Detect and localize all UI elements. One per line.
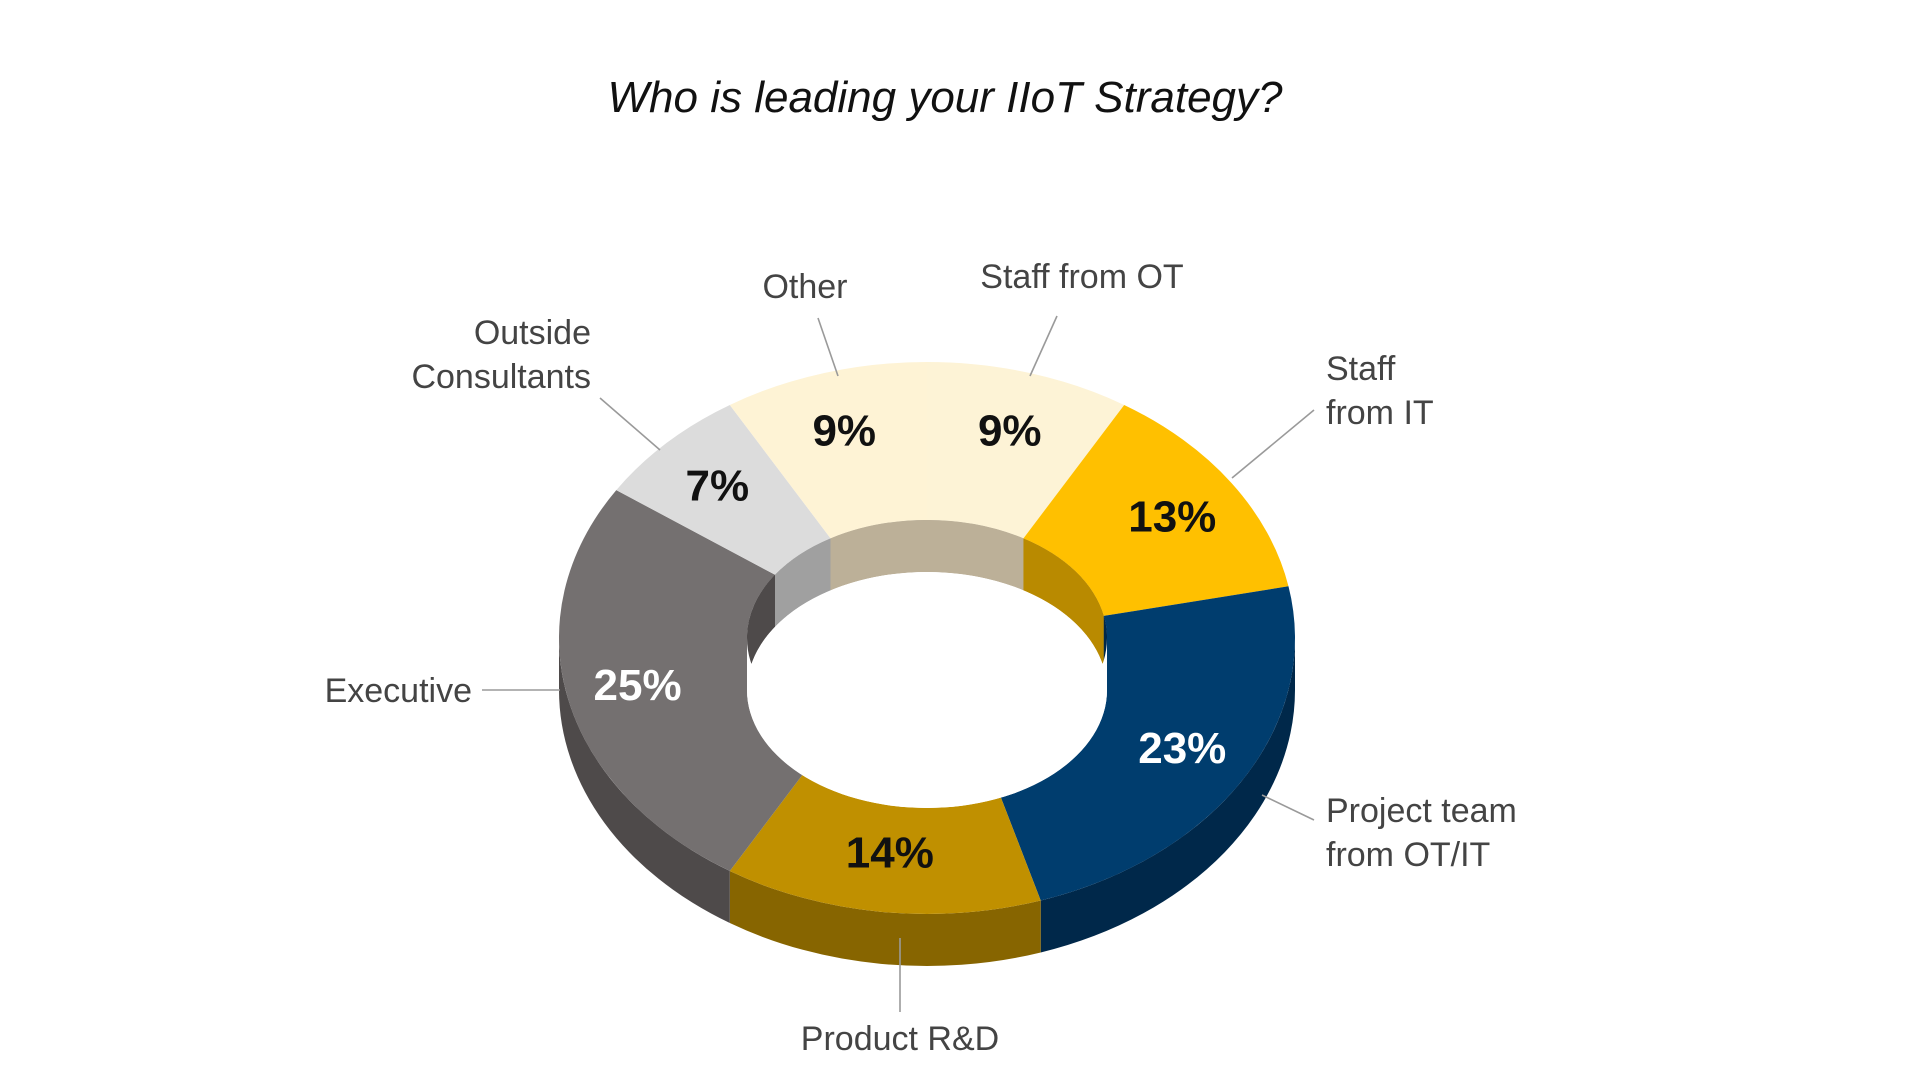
slice-staff-from-it [1023,404,1289,616]
slice-hole-wall-other [830,520,927,591]
slice-label-staff-from-it: Staff from IT [1326,350,1434,432]
leader-line-staff-from-ot [1029,315,1058,377]
pct-label-other: 9% [812,407,876,456]
slice-outside-consultants [616,404,831,575]
slice-hole-wall-outside-consultants [775,538,831,627]
pct-label-staff-from-ot: 9% [978,407,1042,456]
leader-line-staff-from-it [1231,409,1315,479]
labels-layer: 9% 13% 23% 14% 25% 7% 9% Staff from OT Staff from… [325,258,1517,1058]
chart-title: Who is leading your IIoT Strategy? [608,73,1284,122]
pct-label-executive: 25% [594,661,682,710]
slice-label-other: Other [762,268,847,306]
slice-hole-wall-staff-from-it [1023,538,1104,668]
pct-label-staff-from-it: 13% [1128,493,1216,542]
leader-line-other [817,317,839,377]
slice-side-project-team-from-ot-it [1040,638,1295,953]
slices-layer [559,362,1295,966]
slice-label-outside-consultants: Outside Consultants [411,314,591,396]
slice-hole-wall-staff-from-ot [927,520,1024,591]
slice-staff-from-ot [927,362,1125,539]
slice-executive [559,490,831,872]
slice-project-team-from-ot-it [982,586,1295,901]
slice-other [729,362,927,539]
pct-label-product-r-d: 14% [846,828,934,877]
leader-line-project-team-from-ot-it [1261,794,1315,821]
slice-label-staff-from-ot: Staff from OT [980,258,1183,296]
leader-line-outside-consultants [599,397,661,451]
donut-hole [747,572,1107,808]
pct-label-project-team-from-ot-it: 23% [1138,724,1226,773]
slice-hole-wall-executive [747,574,776,690]
pct-label-outside-consultants: 7% [686,461,750,510]
slice-label-product-r-d: Product R&D [801,1020,999,1058]
slice-side-executive [559,638,730,924]
slice-label-project-team-from-ot-it: Project team from OT/IT [1326,792,1517,874]
slice-label-executive: Executive [325,672,472,710]
slice-side-product-r-d [729,871,1041,966]
